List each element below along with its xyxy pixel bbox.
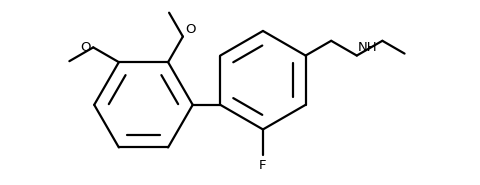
Text: O: O — [80, 41, 90, 54]
Text: O: O — [185, 23, 195, 36]
Text: NH: NH — [358, 41, 377, 54]
Text: F: F — [259, 159, 267, 172]
